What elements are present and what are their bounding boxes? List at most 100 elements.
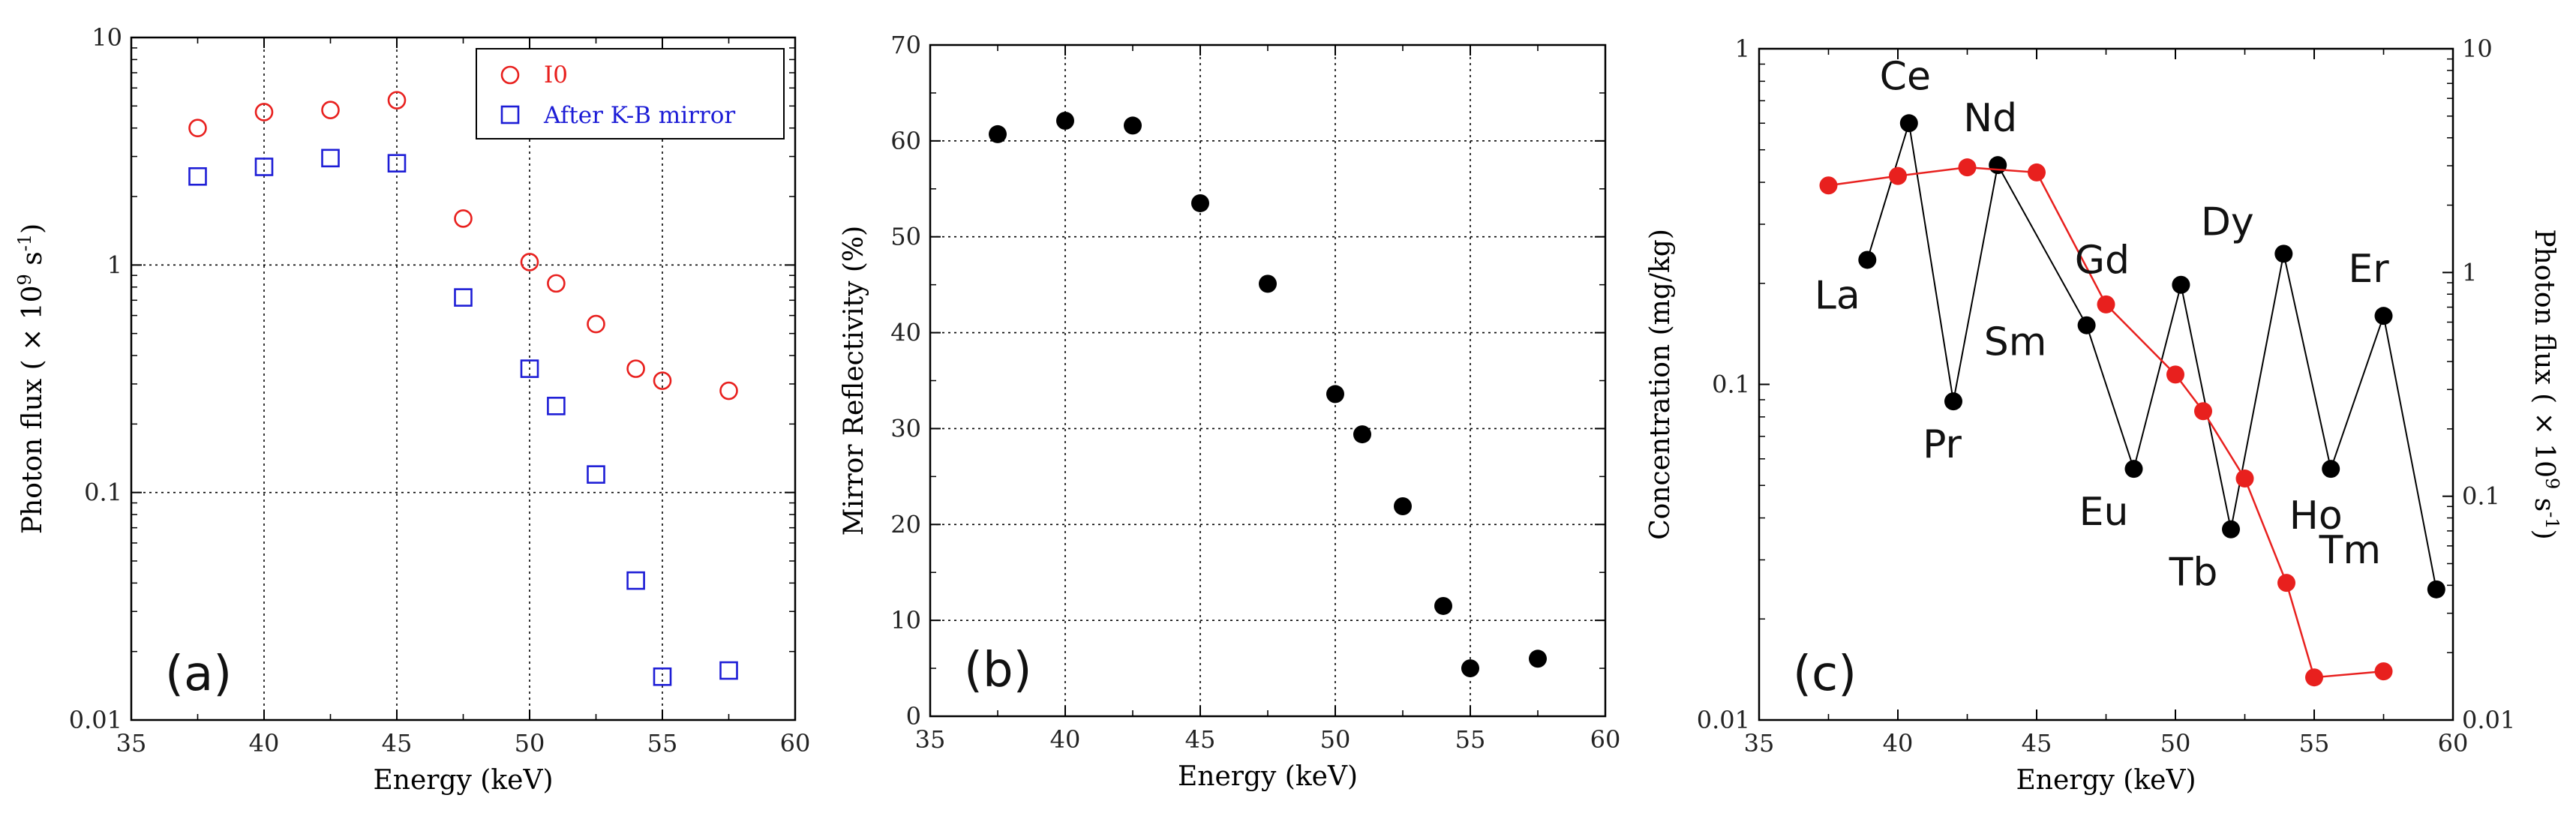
legend-entry-after-kb-mirror: After K-B mirror: [500, 102, 735, 129]
data-point-after-kb-mirror: [387, 154, 407, 172]
data-point-reflectivity: [1326, 385, 1344, 404]
x-tick-label: 35: [116, 729, 147, 758]
data-point-concentration: [2274, 244, 2293, 263]
panel-b-ticks: 35 40 45 50 55 60 0 10 20 30 40 50 60 70: [890, 31, 1620, 754]
element-label-ce: Ce: [1880, 54, 1931, 99]
y-tick-label: 10: [92, 23, 122, 52]
element-label-la: La: [1815, 273, 1860, 318]
data-point-reflectivity: [1259, 274, 1277, 293]
y2-tick-label: 0.01: [2462, 706, 2515, 734]
panel-a-flux-chart: 35 40 45 50 55 60 0.01 0.1 1 10 I0 After K-B mirr…: [14, 23, 810, 796]
data-point-concentration: [1858, 250, 1877, 269]
ylabel2-part: ): [2529, 530, 2559, 540]
x-tick-label: 60: [1590, 725, 1621, 754]
data-point-photon-flux: [2305, 668, 2323, 687]
data-point-concentration: [2427, 580, 2445, 598]
data-point-after-kb-mirror: [626, 571, 645, 590]
ylabel-part: Photon flux ( × 10: [17, 285, 48, 534]
y-tick-label: 0: [906, 702, 921, 730]
data-point-i0: [547, 274, 566, 293]
panel-a-letter: (a): [165, 646, 232, 702]
legend-box: [476, 48, 785, 140]
panel-c-x-axis-label: Energy (keV): [2016, 765, 2196, 796]
data-point-photon-flux: [2194, 402, 2212, 421]
element-label-ho: Ho: [2289, 494, 2343, 538]
y-tick-label: 30: [890, 414, 921, 442]
element-label-tm: Tm: [2319, 528, 2381, 573]
ylabel-part: s: [17, 251, 48, 274]
data-point-reflectivity: [1056, 112, 1074, 130]
data-point-concentration: [2374, 307, 2393, 326]
x-tick-label: 55: [1455, 725, 1486, 754]
ylabel-exponent: 9: [14, 274, 35, 285]
data-point-photon-flux: [2235, 470, 2254, 488]
data-point-photon-flux: [1889, 166, 1907, 185]
panel-a-grid: [131, 38, 795, 720]
panel-c-element-labels: La Ce Pr Nd Sm Eu Gd Tb Dy Ho Er Tm: [1815, 54, 2389, 595]
data-point-reflectivity: [1394, 496, 1412, 515]
data-point-photon-flux: [2097, 295, 2115, 314]
y-tick-label: 0.01: [1697, 706, 1750, 734]
data-point-concentration: [2172, 275, 2190, 294]
x-tick-label: 45: [2022, 729, 2052, 758]
x-tick-label: 50: [2160, 729, 2191, 758]
y-tick-label: 0.1: [84, 478, 122, 507]
panel-b-x-axis-label: Energy (keV): [1178, 761, 1358, 792]
x-tick-label: 55: [2299, 729, 2330, 758]
legend-label-i0: I0: [544, 62, 568, 88]
y-tick-label: 0.1: [1712, 370, 1750, 399]
y-tick-label: 40: [890, 319, 921, 347]
data-point-after-kb-mirror: [454, 288, 473, 307]
panel-a-y-axis-label: Photon flux ( × 109 s-1): [14, 224, 48, 534]
data-point-i0: [719, 381, 738, 400]
y-tick-label: 1: [107, 250, 122, 279]
ylabel-part: ): [17, 224, 48, 234]
data-point-after-kb-mirror: [321, 148, 340, 168]
y2-tick-label: 1: [2462, 258, 2477, 286]
panel-a-marks: [188, 91, 738, 686]
y-tick-label: 1: [1735, 34, 1750, 63]
y2-tick-label: 0.1: [2462, 482, 2500, 511]
data-point-photon-flux: [2028, 163, 2046, 182]
panel-a-ticks: 35 40 45 50 55 60 0.01 0.1 1 10: [69, 23, 811, 758]
panel-b-grid: [930, 45, 1605, 716]
x-tick-label: 60: [780, 729, 811, 758]
data-point-photon-flux: [1819, 176, 1838, 195]
panel-b-reflectivity-chart: 35 40 45 50 55 60 0 10 20 30 40 50 60 70 Energy (keV)…: [839, 31, 1620, 792]
ylabel-exponent: -1: [14, 234, 35, 251]
panel-b-letter: (b): [964, 643, 1032, 698]
data-point-concentration: [1944, 392, 1962, 411]
element-label-er: Er: [2348, 247, 2389, 292]
ylabel2-exponent: 9: [2541, 478, 2562, 489]
data-point-concentration: [2124, 460, 2143, 478]
data-point-reflectivity: [1461, 659, 1479, 678]
data-point-i0: [626, 359, 645, 378]
x-tick-label: 45: [382, 729, 413, 758]
panel-b-y-axis-label: Mirror Reflectivity (%): [839, 226, 869, 536]
y-tick-label: 10: [890, 606, 921, 634]
data-point-i0: [321, 100, 340, 119]
element-label-pr: Pr: [1923, 422, 1962, 467]
data-point-after-kb-mirror: [719, 661, 738, 680]
data-point-photon-flux: [1958, 158, 1977, 177]
data-point-i0: [587, 314, 605, 334]
y-tick-label: 0.01: [69, 706, 122, 734]
panel-c-right-axis-label: Photon flux ( × 109 s-1): [2529, 229, 2562, 539]
data-point-photon-flux: [2166, 365, 2184, 384]
y-tick-label: 60: [890, 127, 921, 155]
data-point-after-kb-mirror: [547, 397, 566, 416]
data-point-reflectivity: [1191, 194, 1209, 212]
data-point-after-kb-mirror: [520, 359, 539, 378]
data-point-after-kb-mirror: [188, 166, 207, 186]
panel-c-y-axis-label: Concentration (mg/kg): [1645, 229, 1676, 540]
x-tick-label: 35: [1744, 729, 1775, 758]
element-label-tb: Tb: [2169, 550, 2218, 596]
data-point-concentration: [1899, 114, 1918, 133]
data-point-reflectivity: [1434, 596, 1452, 615]
y-tick-label: 50: [890, 223, 921, 251]
data-point-after-kb-mirror: [653, 667, 672, 686]
legend-label-after-kb-mirror: After K-B mirror: [543, 102, 735, 129]
x-tick-label: 35: [915, 725, 946, 754]
data-point-reflectivity: [1353, 425, 1371, 444]
